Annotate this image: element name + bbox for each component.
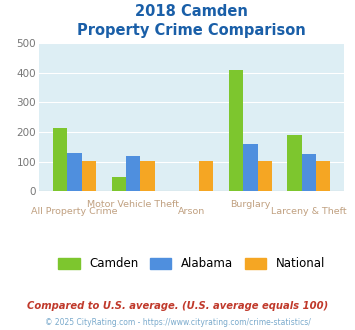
Bar [82,161,96,191]
Bar [316,161,331,191]
Bar [111,177,126,191]
Bar [257,161,272,191]
Text: Arson: Arson [178,207,205,216]
Bar [140,161,154,191]
Bar [288,135,302,191]
Text: Motor Vehicle Theft: Motor Vehicle Theft [87,200,179,209]
Text: © 2025 CityRating.com - https://www.cityrating.com/crime-statistics/: © 2025 CityRating.com - https://www.city… [45,318,310,327]
Bar [67,153,82,191]
Bar [302,154,316,191]
Text: Compared to U.S. average. (U.S. average equals 100): Compared to U.S. average. (U.S. average … [27,301,328,311]
Bar [126,156,140,191]
Text: All Property Crime: All Property Crime [31,207,118,216]
Bar [53,128,67,191]
Title: 2018 Camden
Property Crime Comparison: 2018 Camden Property Crime Comparison [77,4,306,38]
Bar [199,161,213,191]
Legend: Camden, Alabama, National: Camden, Alabama, National [55,254,328,274]
Text: Burglary: Burglary [230,200,271,209]
Bar [229,70,243,191]
Text: Larceny & Theft: Larceny & Theft [271,207,347,216]
Bar [243,144,257,191]
